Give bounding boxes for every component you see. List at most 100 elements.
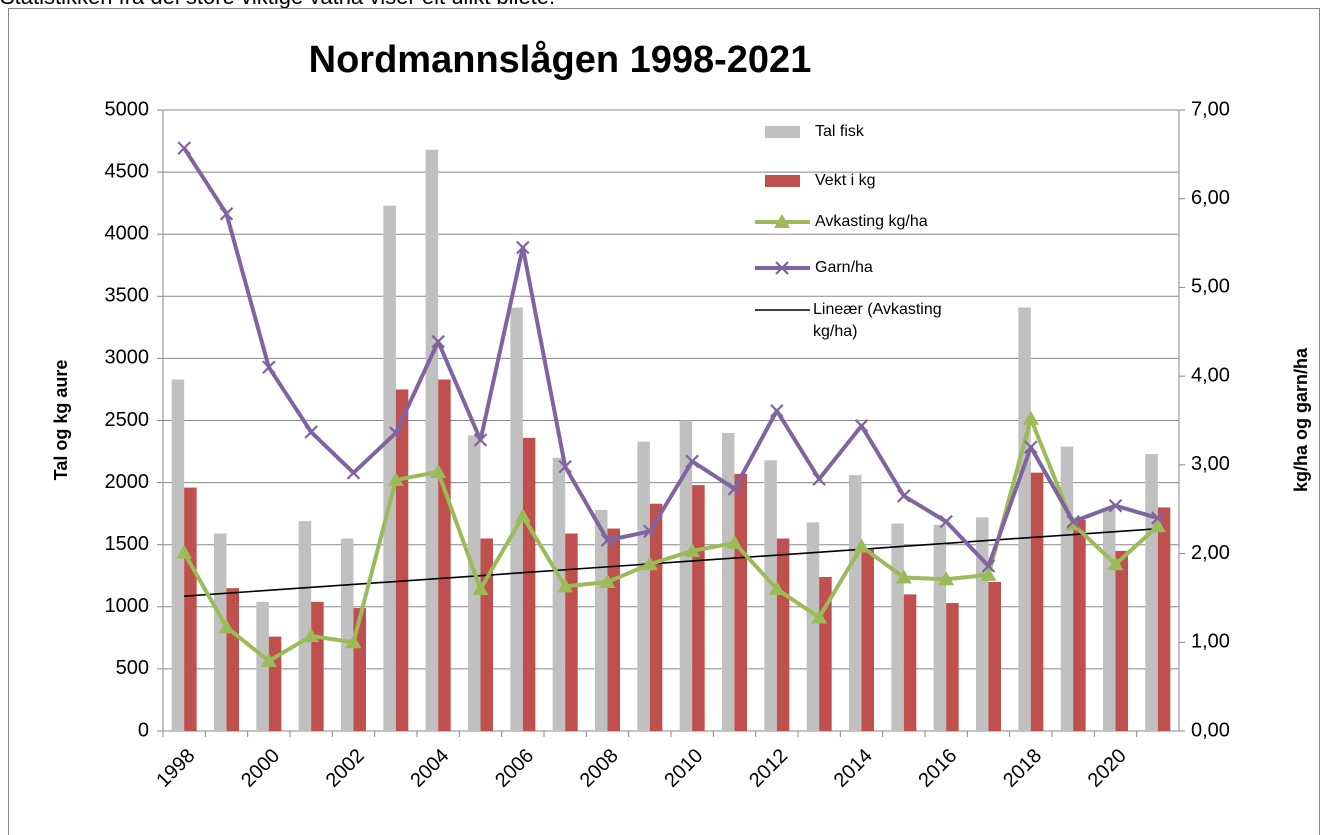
marker bbox=[599, 573, 616, 588]
bar bbox=[268, 636, 282, 731]
marker bbox=[853, 538, 870, 553]
bar bbox=[565, 533, 578, 731]
marker bbox=[260, 652, 277, 667]
bar bbox=[692, 485, 705, 731]
y-tick-label: 500 bbox=[116, 657, 149, 679]
marker bbox=[1149, 518, 1166, 533]
marker bbox=[812, 472, 826, 486]
bar bbox=[776, 538, 790, 731]
chart-title: Nordmannslågen 1998-2021 bbox=[309, 39, 812, 81]
marker bbox=[981, 559, 996, 573]
marker bbox=[473, 433, 488, 447]
marker bbox=[727, 482, 742, 496]
marker bbox=[514, 508, 531, 523]
y2-tick-label: 6,00 bbox=[1191, 187, 1230, 209]
y2-tick-label: 4,00 bbox=[1191, 364, 1230, 386]
y2-axis-title: kg/ha og garn/ha bbox=[1291, 347, 1311, 492]
bar bbox=[933, 524, 947, 731]
marker bbox=[345, 634, 362, 649]
y-tick-label: 5000 bbox=[105, 98, 150, 120]
marker bbox=[774, 214, 790, 228]
line bbox=[182, 147, 1159, 568]
y2-tick-label: 5,00 bbox=[1191, 276, 1230, 298]
bar bbox=[468, 435, 481, 731]
legend-label: Avkasting kg/ha bbox=[815, 213, 928, 230]
y-tick-label: 2500 bbox=[105, 409, 150, 431]
bar bbox=[1060, 446, 1074, 731]
y-tick-label: 2000 bbox=[105, 471, 150, 493]
marker bbox=[726, 534, 743, 549]
bar bbox=[734, 473, 747, 731]
y-tick-label: 1500 bbox=[105, 533, 150, 555]
legend-label: Garn/ha bbox=[815, 259, 873, 276]
y-tick-label: 1000 bbox=[105, 595, 150, 617]
marker bbox=[1022, 410, 1039, 425]
bar bbox=[891, 523, 904, 731]
marker bbox=[770, 403, 784, 418]
marker bbox=[262, 360, 276, 375]
trend-line bbox=[184, 527, 1158, 597]
marker bbox=[346, 466, 361, 480]
bar bbox=[552, 457, 566, 731]
bar bbox=[946, 603, 959, 731]
marker bbox=[939, 514, 953, 529]
marker bbox=[557, 578, 574, 593]
y2-tick-label: 1,00 bbox=[1191, 631, 1230, 653]
bar bbox=[353, 608, 366, 731]
marker bbox=[304, 425, 318, 439]
legend-swatch bbox=[765, 175, 800, 187]
marker bbox=[775, 261, 789, 275]
bar bbox=[595, 509, 608, 731]
bar bbox=[1145, 454, 1158, 731]
marker bbox=[768, 581, 785, 596]
bar bbox=[311, 601, 324, 731]
bar bbox=[395, 389, 409, 731]
bar bbox=[679, 420, 693, 731]
bar bbox=[1030, 472, 1044, 731]
bar bbox=[341, 538, 354, 731]
bar bbox=[1157, 507, 1171, 731]
marker bbox=[303, 628, 320, 643]
bar bbox=[184, 487, 197, 731]
y-tick-label: 4500 bbox=[105, 160, 150, 182]
y2-tick-label: 2,00 bbox=[1191, 542, 1230, 564]
y-tick-label: 3000 bbox=[105, 347, 150, 369]
bar bbox=[226, 588, 239, 731]
marker bbox=[897, 489, 911, 503]
bar bbox=[1073, 519, 1086, 731]
y2-tick-label: 3,00 bbox=[1191, 453, 1230, 475]
marker bbox=[176, 544, 193, 559]
bar bbox=[522, 437, 536, 731]
marker bbox=[431, 334, 445, 349]
bar bbox=[861, 549, 874, 731]
marker bbox=[643, 524, 657, 539]
y-tick-label: 0 bbox=[138, 719, 149, 741]
bar bbox=[649, 503, 663, 731]
legend-label: Vekt i kg bbox=[815, 172, 875, 189]
marker bbox=[854, 419, 869, 433]
bar bbox=[438, 379, 451, 731]
marker bbox=[218, 619, 235, 634]
marker bbox=[1108, 498, 1123, 513]
bar bbox=[764, 460, 777, 731]
bar bbox=[383, 205, 396, 731]
marker bbox=[895, 569, 912, 584]
legend-label: Lineær (Avkasting kg/ha) bbox=[813, 301, 942, 340]
legend-label-box: Lineær (Avkasting kg/ha) bbox=[813, 301, 942, 340]
bar bbox=[806, 522, 820, 731]
marker bbox=[472, 581, 489, 596]
bar bbox=[510, 307, 523, 731]
y-axis-title: Tal og kg aure bbox=[51, 360, 71, 481]
caption: Statistikken frå dei store viktige vatna… bbox=[0, 0, 555, 9]
bar bbox=[849, 475, 862, 731]
marker bbox=[641, 556, 658, 571]
marker bbox=[516, 240, 530, 255]
marker bbox=[1066, 514, 1080, 529]
marker bbox=[389, 426, 403, 440]
marker bbox=[938, 571, 955, 586]
marker bbox=[980, 566, 997, 581]
bar bbox=[1018, 307, 1031, 731]
bar bbox=[1103, 507, 1116, 731]
